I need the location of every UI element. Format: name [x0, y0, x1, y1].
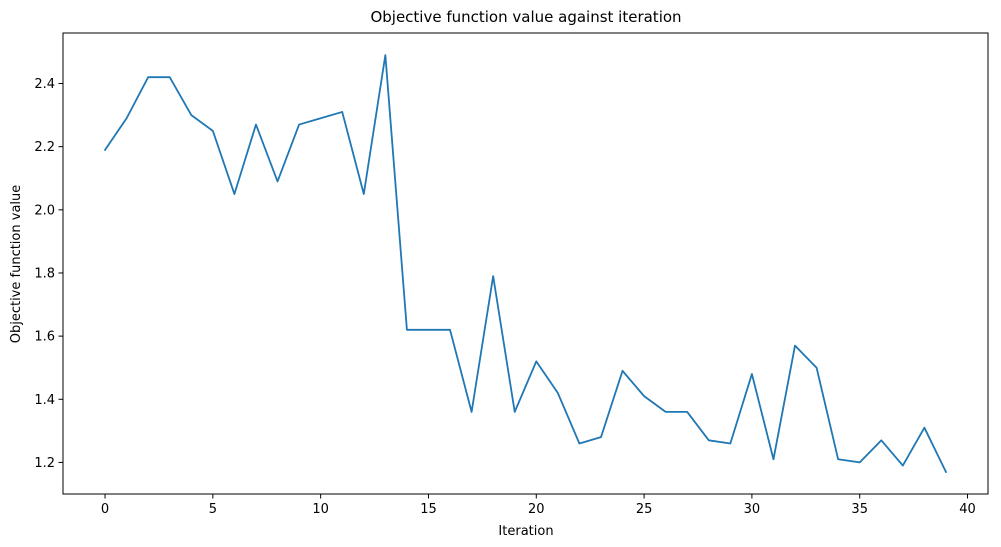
plot-area	[62, 32, 989, 495]
y-tick-label: 1.2	[34, 456, 55, 471]
y-axis-ticks: 1.2 1.4 1.6 1.8 2.0 2.2 2.4	[34, 77, 63, 471]
x-tick-label: 15	[420, 502, 437, 517]
y-tick-label: 2.2	[34, 140, 55, 155]
x-tick-label: 0	[101, 502, 109, 517]
x-axis-label: Iteration	[498, 524, 553, 539]
x-tick-label: 20	[528, 502, 545, 517]
x-tick-label: 10	[312, 502, 329, 517]
y-tick-label: 1.8	[34, 266, 55, 281]
axes-frame	[62, 32, 989, 495]
x-tick-label: 5	[209, 502, 217, 517]
x-tick-label: 35	[851, 502, 868, 517]
y-tick-label: 2.4	[34, 77, 55, 92]
x-tick-label: 30	[744, 502, 761, 517]
y-axis-label: Objective function value	[9, 185, 24, 344]
x-tick-label: 40	[959, 502, 976, 517]
x-tick-label: 25	[636, 502, 653, 517]
x-axis-ticks: 0 5 10 15 20 25 30 35 40	[101, 494, 976, 517]
y-tick-label: 1.6	[34, 330, 55, 345]
series-line	[103, 54, 948, 474]
y-tick-label: 2.0	[34, 203, 55, 218]
y-tick-label: 1.4	[34, 393, 55, 408]
chart-title: Objective function value against iterati…	[370, 8, 681, 26]
